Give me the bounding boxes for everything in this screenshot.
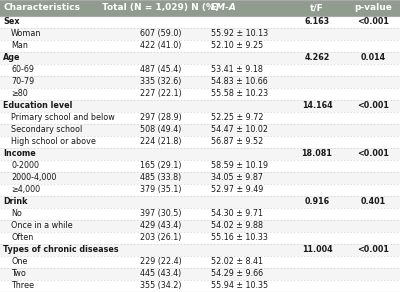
Text: 58.59 ± 10.19: 58.59 ± 10.19	[211, 161, 268, 170]
Bar	[0, 40, 400, 52]
Text: p-value: p-value	[354, 3, 392, 12]
Bar	[0, 184, 400, 196]
Text: 54.02 ± 9.88: 54.02 ± 9.88	[211, 221, 263, 230]
Bar	[0, 112, 400, 124]
Bar	[0, 280, 400, 292]
Text: 0-2000: 0-2000	[11, 161, 39, 170]
Text: 70-79: 70-79	[11, 77, 34, 86]
Bar	[0, 124, 400, 136]
Text: 6.163: 6.163	[304, 17, 330, 26]
Text: Drink: Drink	[3, 197, 28, 206]
Text: 54.30 ± 9.71: 54.30 ± 9.71	[211, 209, 263, 218]
Text: 0.014: 0.014	[360, 53, 386, 62]
Text: 34.05 ± 9.87: 34.05 ± 9.87	[211, 173, 263, 182]
Text: 379 (35.1): 379 (35.1)	[140, 185, 182, 194]
Text: 429 (43.4): 429 (43.4)	[140, 221, 182, 230]
Bar	[0, 0, 400, 15]
Text: Income: Income	[3, 149, 36, 158]
Text: Man: Man	[11, 41, 28, 50]
Text: 297 (28.9): 297 (28.9)	[140, 113, 182, 122]
Text: 445 (43.4): 445 (43.4)	[140, 270, 182, 279]
Text: 508 (49.4): 508 (49.4)	[140, 125, 182, 134]
Bar	[0, 76, 400, 88]
Text: 54.47 ± 10.02: 54.47 ± 10.02	[211, 125, 268, 134]
Text: Secondary school: Secondary school	[11, 125, 82, 134]
Text: One: One	[11, 258, 28, 267]
Text: 54.29 ± 9.66: 54.29 ± 9.66	[211, 270, 263, 279]
Text: 2000-4,000: 2000-4,000	[11, 173, 56, 182]
Text: <0.001: <0.001	[357, 246, 389, 254]
Text: High school or above: High school or above	[11, 137, 96, 146]
Text: 55.16 ± 10.33: 55.16 ± 10.33	[211, 233, 268, 242]
Bar	[0, 244, 400, 256]
Text: 227 (22.1): 227 (22.1)	[140, 89, 182, 98]
Text: <0.001: <0.001	[357, 17, 389, 26]
Text: 52.25 ± 9.72: 52.25 ± 9.72	[211, 113, 264, 122]
Bar	[0, 15, 400, 28]
Text: ≥80: ≥80	[11, 89, 28, 98]
Text: 52.97 ± 9.49: 52.97 ± 9.49	[211, 185, 264, 194]
Text: Education level: Education level	[3, 101, 72, 110]
Text: 52.02 ± 8.41: 52.02 ± 8.41	[211, 258, 263, 267]
Bar	[0, 220, 400, 232]
Bar	[0, 172, 400, 184]
Text: 54.83 ± 10.66: 54.83 ± 10.66	[211, 77, 268, 86]
Bar	[0, 100, 400, 112]
Text: 18.081: 18.081	[302, 149, 332, 158]
Bar	[0, 256, 400, 268]
Text: Woman: Woman	[11, 29, 42, 38]
Text: EM-A: EM-A	[211, 3, 237, 12]
Text: Two: Two	[11, 270, 26, 279]
Bar	[0, 160, 400, 172]
Text: Often: Often	[11, 233, 34, 242]
Text: 56.87 ± 9.52: 56.87 ± 9.52	[211, 137, 264, 146]
Text: 11.004: 11.004	[302, 246, 332, 254]
Text: 55.92 ± 10.13: 55.92 ± 10.13	[211, 29, 268, 38]
Bar	[0, 232, 400, 244]
Bar	[0, 28, 400, 40]
Bar	[0, 88, 400, 100]
Bar	[0, 148, 400, 160]
Text: 55.94 ± 10.35: 55.94 ± 10.35	[211, 281, 268, 291]
Bar	[0, 52, 400, 64]
Text: 607 (59.0): 607 (59.0)	[140, 29, 182, 38]
Text: Characteristics: Characteristics	[3, 3, 80, 12]
Text: 0.916: 0.916	[304, 197, 330, 206]
Text: Three: Three	[11, 281, 34, 291]
Text: Total (N = 1,029) N (%): Total (N = 1,029) N (%)	[102, 3, 220, 12]
Text: 335 (32.6): 335 (32.6)	[140, 77, 182, 86]
Bar	[0, 268, 400, 280]
Text: 14.164: 14.164	[302, 101, 332, 110]
Bar	[0, 208, 400, 220]
Text: 60-69: 60-69	[11, 65, 34, 74]
Text: 487 (45.4): 487 (45.4)	[140, 65, 182, 74]
Text: 397 (30.5): 397 (30.5)	[140, 209, 182, 218]
Text: 422 (41.0): 422 (41.0)	[140, 41, 182, 50]
Text: 485 (33.8): 485 (33.8)	[140, 173, 182, 182]
Text: Types of chronic diseases: Types of chronic diseases	[3, 246, 119, 254]
Text: 224 (21.8): 224 (21.8)	[140, 137, 182, 146]
Text: 355 (34.2): 355 (34.2)	[140, 281, 182, 291]
Text: Sex: Sex	[3, 17, 20, 26]
Text: Age: Age	[3, 53, 21, 62]
Bar	[0, 136, 400, 148]
Text: Primary school and below: Primary school and below	[11, 113, 115, 122]
Text: No: No	[11, 209, 22, 218]
Bar	[0, 196, 400, 208]
Text: 203 (26.1): 203 (26.1)	[140, 233, 182, 242]
Text: 0.401: 0.401	[360, 197, 386, 206]
Text: ≥4,000: ≥4,000	[11, 185, 40, 194]
Text: 55.58 ± 10.23: 55.58 ± 10.23	[211, 89, 268, 98]
Text: 229 (22.4): 229 (22.4)	[140, 258, 182, 267]
Text: t/F: t/F	[310, 3, 324, 12]
Text: <0.001: <0.001	[357, 149, 389, 158]
Text: Once in a while: Once in a while	[11, 221, 73, 230]
Text: 165 (29.1): 165 (29.1)	[140, 161, 182, 170]
Text: 52.10 ± 9.25: 52.10 ± 9.25	[211, 41, 264, 50]
Text: 4.262: 4.262	[304, 53, 330, 62]
Text: <0.001: <0.001	[357, 101, 389, 110]
Text: 53.41 ± 9.18: 53.41 ± 9.18	[211, 65, 263, 74]
Bar	[0, 64, 400, 76]
